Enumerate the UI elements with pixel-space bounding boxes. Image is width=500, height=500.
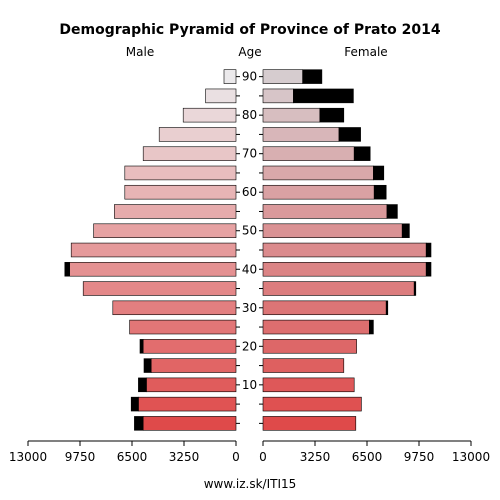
female-x-tick-label: 13000 (452, 450, 490, 464)
age-tick-label: 60 (242, 185, 257, 199)
female-bar-10-14 (262, 377, 355, 393)
female-bar-45-49 (262, 242, 427, 258)
male-x-tick-label: 9750 (65, 450, 96, 464)
age-tick-label: 90 (242, 70, 257, 84)
male-bar-45-49 (70, 242, 237, 258)
male-bar-30-34 (112, 300, 237, 316)
male-bar-15-19 (150, 358, 237, 373)
female-bar-75-79 (262, 127, 340, 142)
male-bar-65-69 (124, 165, 237, 181)
female-bar-15-19 (262, 358, 345, 373)
female-foreign-bar-30-34 (385, 300, 389, 316)
male-bar-55-59 (114, 204, 237, 219)
male-x-tick-label: 6500 (117, 450, 148, 464)
male-bar-5-9 (138, 396, 237, 412)
female-bars (262, 69, 432, 431)
male-bar-10-14 (146, 377, 237, 393)
age-tick-label: 40 (242, 262, 257, 276)
male-foreign-bar-15-19 (143, 358, 152, 373)
female-bar-60-64 (262, 184, 375, 200)
male-bar-90+ (223, 69, 237, 84)
female-foreign-bar-65-69 (373, 165, 385, 181)
male-foreign-bar-5-9 (130, 396, 139, 412)
male-foreign-bar-20-24 (139, 339, 144, 354)
male-x-tick-label: 3250 (169, 450, 200, 464)
male-bar-40-44 (69, 262, 237, 277)
female-bar-90+ (262, 69, 303, 84)
male-foreign-bar-40-44 (64, 262, 70, 277)
male-bar-70-74 (142, 146, 237, 161)
female-bar-65-69 (262, 165, 374, 181)
female-x-tick-label: 9750 (404, 450, 435, 464)
female-foreign-bar-80-84 (319, 107, 345, 123)
age-label: Age (238, 45, 261, 59)
female-bar-5-9 (262, 396, 362, 412)
male-label: Male (126, 45, 154, 59)
chart-title: Demographic Pyramid of Province of Prato… (59, 22, 440, 38)
age-tick-label: 10 (242, 378, 257, 392)
female-foreign-bar-35-39 (413, 281, 417, 296)
female-bar-85-89 (262, 88, 294, 104)
female-foreign-bar-25-29 (369, 319, 374, 335)
age-tick-label: 70 (242, 147, 257, 161)
male-bar-20-24 (142, 339, 237, 354)
female-x-tick-label: 6500 (352, 450, 383, 464)
male-bar-35-39 (82, 281, 237, 296)
female-foreign-bar-75-79 (338, 127, 361, 142)
male-bar-60-64 (124, 184, 237, 200)
female-bar-70-74 (262, 146, 355, 161)
male-bars (64, 69, 237, 431)
male-bar-50-54 (93, 223, 237, 238)
male-bar-80-84 (182, 107, 237, 123)
age-tick-label: 20 (242, 339, 257, 353)
female-foreign-bar-90+ (302, 69, 323, 84)
male-bar-85-89 (205, 88, 237, 104)
female-bar-55-59 (262, 204, 388, 219)
footer-url: www.iz.sk/ITI15 (204, 477, 297, 491)
age-tick-label: 50 (242, 224, 257, 238)
female-bar-25-29 (262, 319, 370, 335)
female-x-tick-label: 0 (259, 450, 267, 464)
female-bar-30-34 (262, 300, 387, 316)
female-bar-80-84 (262, 107, 321, 123)
male-bar-0-4 (142, 416, 237, 431)
female-foreign-bar-50-54 (401, 223, 410, 238)
female-x-tick-label: 3250 (300, 450, 331, 464)
female-bar-50-54 (262, 223, 403, 238)
age-axis: 10 20 30 40 50 60 70 80 90 (236, 70, 263, 424)
age-tick-label: 30 (242, 301, 257, 315)
male-foreign-bar-0-4 (134, 416, 144, 431)
female-label: Female (344, 45, 387, 59)
male-x-tick-label: 0 (232, 450, 240, 464)
male-foreign-bar-10-14 (138, 377, 147, 393)
age-tick-label: 80 (242, 108, 257, 122)
female-bar-35-39 (262, 281, 415, 296)
female-foreign-bar-45-49 (425, 242, 432, 258)
male-bar-75-79 (158, 127, 237, 142)
male-x-tick-label: 13000 (9, 450, 47, 464)
female-foreign-bar-55-59 (386, 204, 398, 219)
female-bar-40-44 (262, 262, 427, 277)
female-foreign-bar-70-74 (353, 146, 371, 161)
female-bar-20-24 (262, 339, 357, 354)
female-bar-0-4 (262, 416, 357, 431)
female-foreign-bar-85-89 (293, 88, 354, 104)
male-bar-25-29 (129, 319, 237, 335)
female-foreign-bar-60-64 (373, 184, 387, 200)
x-axes: 13000 9750 6500 3250 0 0 3250 6500 9750 13000 (9, 440, 490, 464)
female-foreign-bar-40-44 (425, 262, 432, 277)
